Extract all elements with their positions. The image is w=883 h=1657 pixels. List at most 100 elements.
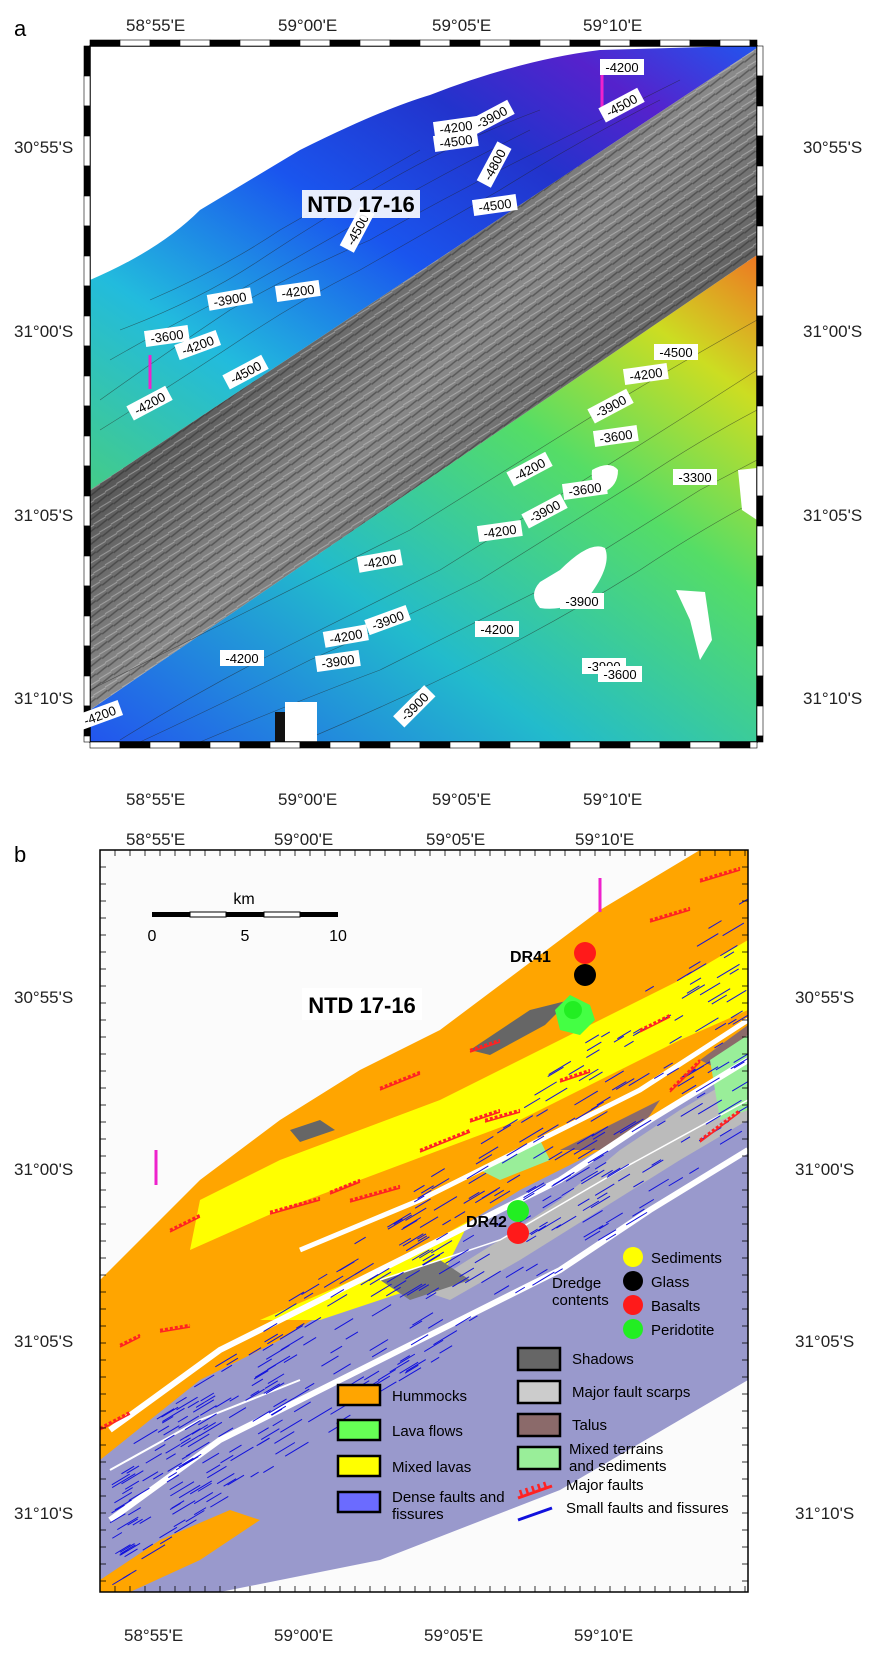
unit-mixed-terrains — [480, 1140, 550, 1180]
scale-bar-unit: km — [233, 891, 254, 908]
dr41-glass-marker — [574, 964, 596, 986]
lon-tick-bottom-2: 59°00'E — [278, 790, 338, 809]
b-lat-tick-left-4: 31°10'S — [14, 1504, 74, 1523]
panel-b-geologic-map: b 58°55'E 59°00'E 59°05'E 59°10'E 58°55'… — [0, 820, 883, 1657]
contour-label: -3300 — [673, 469, 717, 485]
svg-text:-4200: -4200 — [628, 365, 663, 384]
contour-lines — [90, 79, 757, 742]
legend-basalts-label: Basalts — [651, 1298, 700, 1315]
b-lon-tick-bottom-3: 59°05'E — [424, 1626, 484, 1645]
unit-mixed-lavas — [190, 940, 748, 1250]
svg-text:-4200: -4200 — [480, 622, 513, 637]
b-lat-tick-left-1: 30°55'S — [14, 988, 74, 1007]
lon-tick-bottom-3: 59°05'E — [432, 790, 492, 809]
legend-mixed-lavas-swatch — [336, 1454, 382, 1478]
dr41-basalt-marker — [574, 942, 596, 964]
contour-label: -4200 — [622, 363, 669, 385]
svg-text:-4200: -4200 — [280, 282, 315, 301]
svg-text:-4200: -4200 — [605, 60, 638, 75]
lat-tick-right-4: 31°10'S — [803, 689, 863, 708]
contour-label: -3900 — [560, 593, 604, 609]
contour-label: -4500 — [654, 344, 698, 360]
contour-label: -3900 — [314, 650, 361, 672]
legend-lava-flows-swatch — [336, 1418, 382, 1442]
contour-label: -4200 — [476, 520, 523, 542]
b-lat-tick-right-3: 31°05'S — [795, 1332, 855, 1351]
major-faults-group — [100, 866, 741, 1431]
lon-tick-bottom-4: 59°10'E — [583, 790, 643, 809]
legend-glass-label: Glass — [651, 1274, 689, 1291]
contour-label: -3600 — [561, 478, 608, 500]
b-lat-tick-right-2: 31°00'S — [795, 1160, 855, 1179]
contour-label: -4200 — [356, 549, 403, 573]
lat-tick-left-1: 30°55'S — [14, 138, 74, 157]
svg-text:-4200: -4200 — [362, 551, 397, 572]
legend-dense-faults-label-1: Dense faults and — [392, 1489, 505, 1506]
legend-mixed-terrains-swatch — [516, 1445, 562, 1471]
legend-sediments-label: Sediments — [651, 1250, 722, 1267]
legend-talus-label: Talus — [572, 1417, 607, 1434]
b-lat-tick-left-3: 31°05'S — [14, 1332, 74, 1351]
lon-tick-top-2: 59°00'E — [278, 16, 338, 35]
svg-text:-3600: -3600 — [598, 427, 633, 446]
contour-label: -3600 — [143, 325, 190, 347]
unit-talus — [560, 1100, 660, 1150]
b-lon-tick-bottom-4: 59°10'E — [574, 1626, 634, 1645]
legend-mixed-terrains-label-2: and sediments — [569, 1458, 667, 1475]
legend-glass-marker — [623, 1271, 643, 1291]
svg-text:-4500: -4500 — [659, 345, 692, 360]
legend-hummocks-label: Hummocks — [392, 1388, 467, 1405]
legend-mixed-lavas-label: Mixed lavas — [392, 1459, 471, 1476]
legend-talus-swatch — [516, 1412, 562, 1438]
b-lat-tick-right-1: 30°55'S — [795, 988, 855, 1007]
b-lon-tick-top-2: 59°00'E — [274, 830, 334, 849]
scale-label-10: 10 — [329, 928, 347, 945]
legend-basalts-marker — [623, 1295, 643, 1315]
fault-line-legend: Major faults Small faults and fissures — [517, 1477, 729, 1522]
contour-label: -4500 — [471, 194, 518, 216]
legend-dense-faults-swatch — [336, 1490, 382, 1514]
lon-tick-top-4: 59°10'E — [583, 16, 643, 35]
dredge-label-dr42: DR42 — [466, 1214, 507, 1231]
lon-tick-top-3: 59°05'E — [432, 16, 492, 35]
b-lon-tick-bottom-1: 58°55'E — [124, 1626, 184, 1645]
axial-line-1 — [108, 1057, 748, 1433]
bathymetry-svg: -4200-4500-3900-4200-4500-4800-4500-4500… — [76, 39, 764, 749]
b-lon-tick-top-4: 59°10'E — [575, 830, 635, 849]
svg-text:-4200: -4200 — [225, 651, 258, 666]
dredge-legend-title-2: contents — [552, 1292, 609, 1309]
lon-tick-top-1: 58°55'E — [126, 16, 186, 35]
contour-label: -4200 — [220, 650, 264, 666]
unit-major-fault-scarps — [420, 1070, 748, 1300]
panel-a-title: NTD 17-16 — [307, 192, 415, 217]
svg-text:-3600: -3600 — [603, 667, 636, 682]
unit-legend-left: Hummocks Lava flows Mixed lavas Dense fa… — [336, 1383, 505, 1523]
svg-text:-3600: -3600 — [567, 480, 602, 499]
legend-peridotite-marker — [623, 1319, 643, 1339]
dredge-contents-legend: Dredge contents Sediments Glass Basalts … — [552, 1247, 722, 1339]
b-lat-tick-left-2: 31°00'S — [14, 1160, 74, 1179]
panel-b-label: b — [14, 842, 27, 867]
legend-mixed-terrains-label-1: Mixed terrains — [569, 1441, 663, 1458]
contour-label: -4200 — [274, 280, 321, 302]
lat-tick-left-3: 31°05'S — [14, 506, 74, 525]
north-bathymetry — [90, 46, 757, 490]
scale-label-5: 5 — [241, 928, 250, 945]
small-faults-group — [109, 898, 748, 1586]
contour-label: -3600 — [598, 666, 642, 682]
dredge-legend-title-1: Dredge — [552, 1275, 601, 1292]
svg-text:-4500: -4500 — [438, 132, 473, 151]
contour-label: -4200 — [600, 59, 644, 75]
contour-label: -3600 — [592, 425, 639, 447]
legend-major-fault-scarps-label: Major fault scarps — [572, 1384, 690, 1401]
dr42-peridotite-marker — [507, 1200, 529, 1222]
lat-tick-right-1: 30°55'S — [803, 138, 863, 157]
lat-tick-right-3: 31°05'S — [803, 506, 863, 525]
legend-dense-faults-label-2: fissures — [392, 1506, 444, 1523]
lon-tick-bottom-1: 58°55'E — [126, 790, 186, 809]
dredge-label-dr41: DR41 — [510, 949, 551, 966]
b-lon-tick-bottom-2: 59°00'E — [274, 1626, 334, 1645]
frame-ticks-b — [99, 849, 748, 1592]
legend-hummocks-swatch — [336, 1383, 382, 1407]
lat-tick-right-2: 31°00'S — [803, 322, 863, 341]
